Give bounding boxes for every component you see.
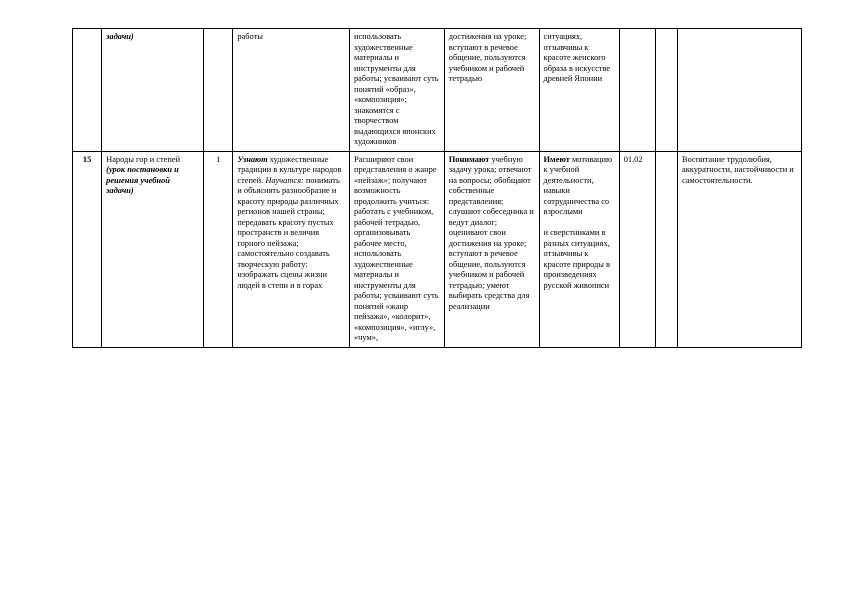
cell-topic: Народы гор и степей (урок постановки и р…: [102, 151, 204, 347]
results-text2: понимать и объяснять разнообразие и крас…: [237, 176, 339, 290]
cell-num: [73, 29, 102, 152]
cell-results: Узнают художественные традиции в культур…: [233, 151, 350, 347]
cell-uud: Понимают учебную задачу урока; отвечают …: [444, 151, 539, 347]
topic-tail: задачи): [106, 32, 134, 41]
table-row: задачи) работы использовать художественн…: [73, 29, 802, 152]
cell-personal: Имеют мотивацию к учебной деятельности, …: [539, 151, 619, 347]
cell-activities: использовать художественные материалы и …: [349, 29, 444, 152]
uud-lead: Понимают: [449, 155, 490, 164]
cell-uud: достижения на уроке; вступают в речевое …: [444, 29, 539, 152]
cell-date: 01.02: [619, 151, 655, 347]
personal-text: мотивацию к учебной деятельности, навыки…: [544, 155, 613, 290]
results-lead2: Научатся:: [263, 176, 304, 185]
cell-activities: Расширяют свои представления о жанре «пе…: [349, 151, 444, 347]
cell-empty: [656, 151, 678, 347]
page: задачи) работы использовать художественн…: [0, 0, 842, 595]
cell-hours: 1: [204, 151, 233, 347]
cell-hours: [204, 29, 233, 152]
cell-num: 15: [73, 151, 102, 347]
table-row: 15 Народы гор и степей (урок постановки …: [73, 151, 802, 347]
cell-results: работы: [233, 29, 350, 152]
topic-type: (урок постановки и решения учебной задач…: [106, 165, 179, 195]
cell-personal: ситуациях, отзывчивы к красоте женского …: [539, 29, 619, 152]
cell-date: [619, 29, 655, 152]
uud-text: учебную задачу урока; отвечают на вопрос…: [449, 155, 534, 311]
cell-empty: [656, 29, 678, 152]
lesson-plan-table: задачи) работы использовать художественн…: [72, 28, 802, 348]
topic-title: Народы гор и степей: [106, 155, 180, 164]
results-lead1: Узнают: [237, 155, 267, 164]
cell-notes: [678, 29, 802, 152]
cell-notes: Воспитание трудолюбия, аккуратности, нас…: [678, 151, 802, 347]
personal-lead: Имеют: [544, 155, 570, 164]
cell-topic: задачи): [102, 29, 204, 152]
